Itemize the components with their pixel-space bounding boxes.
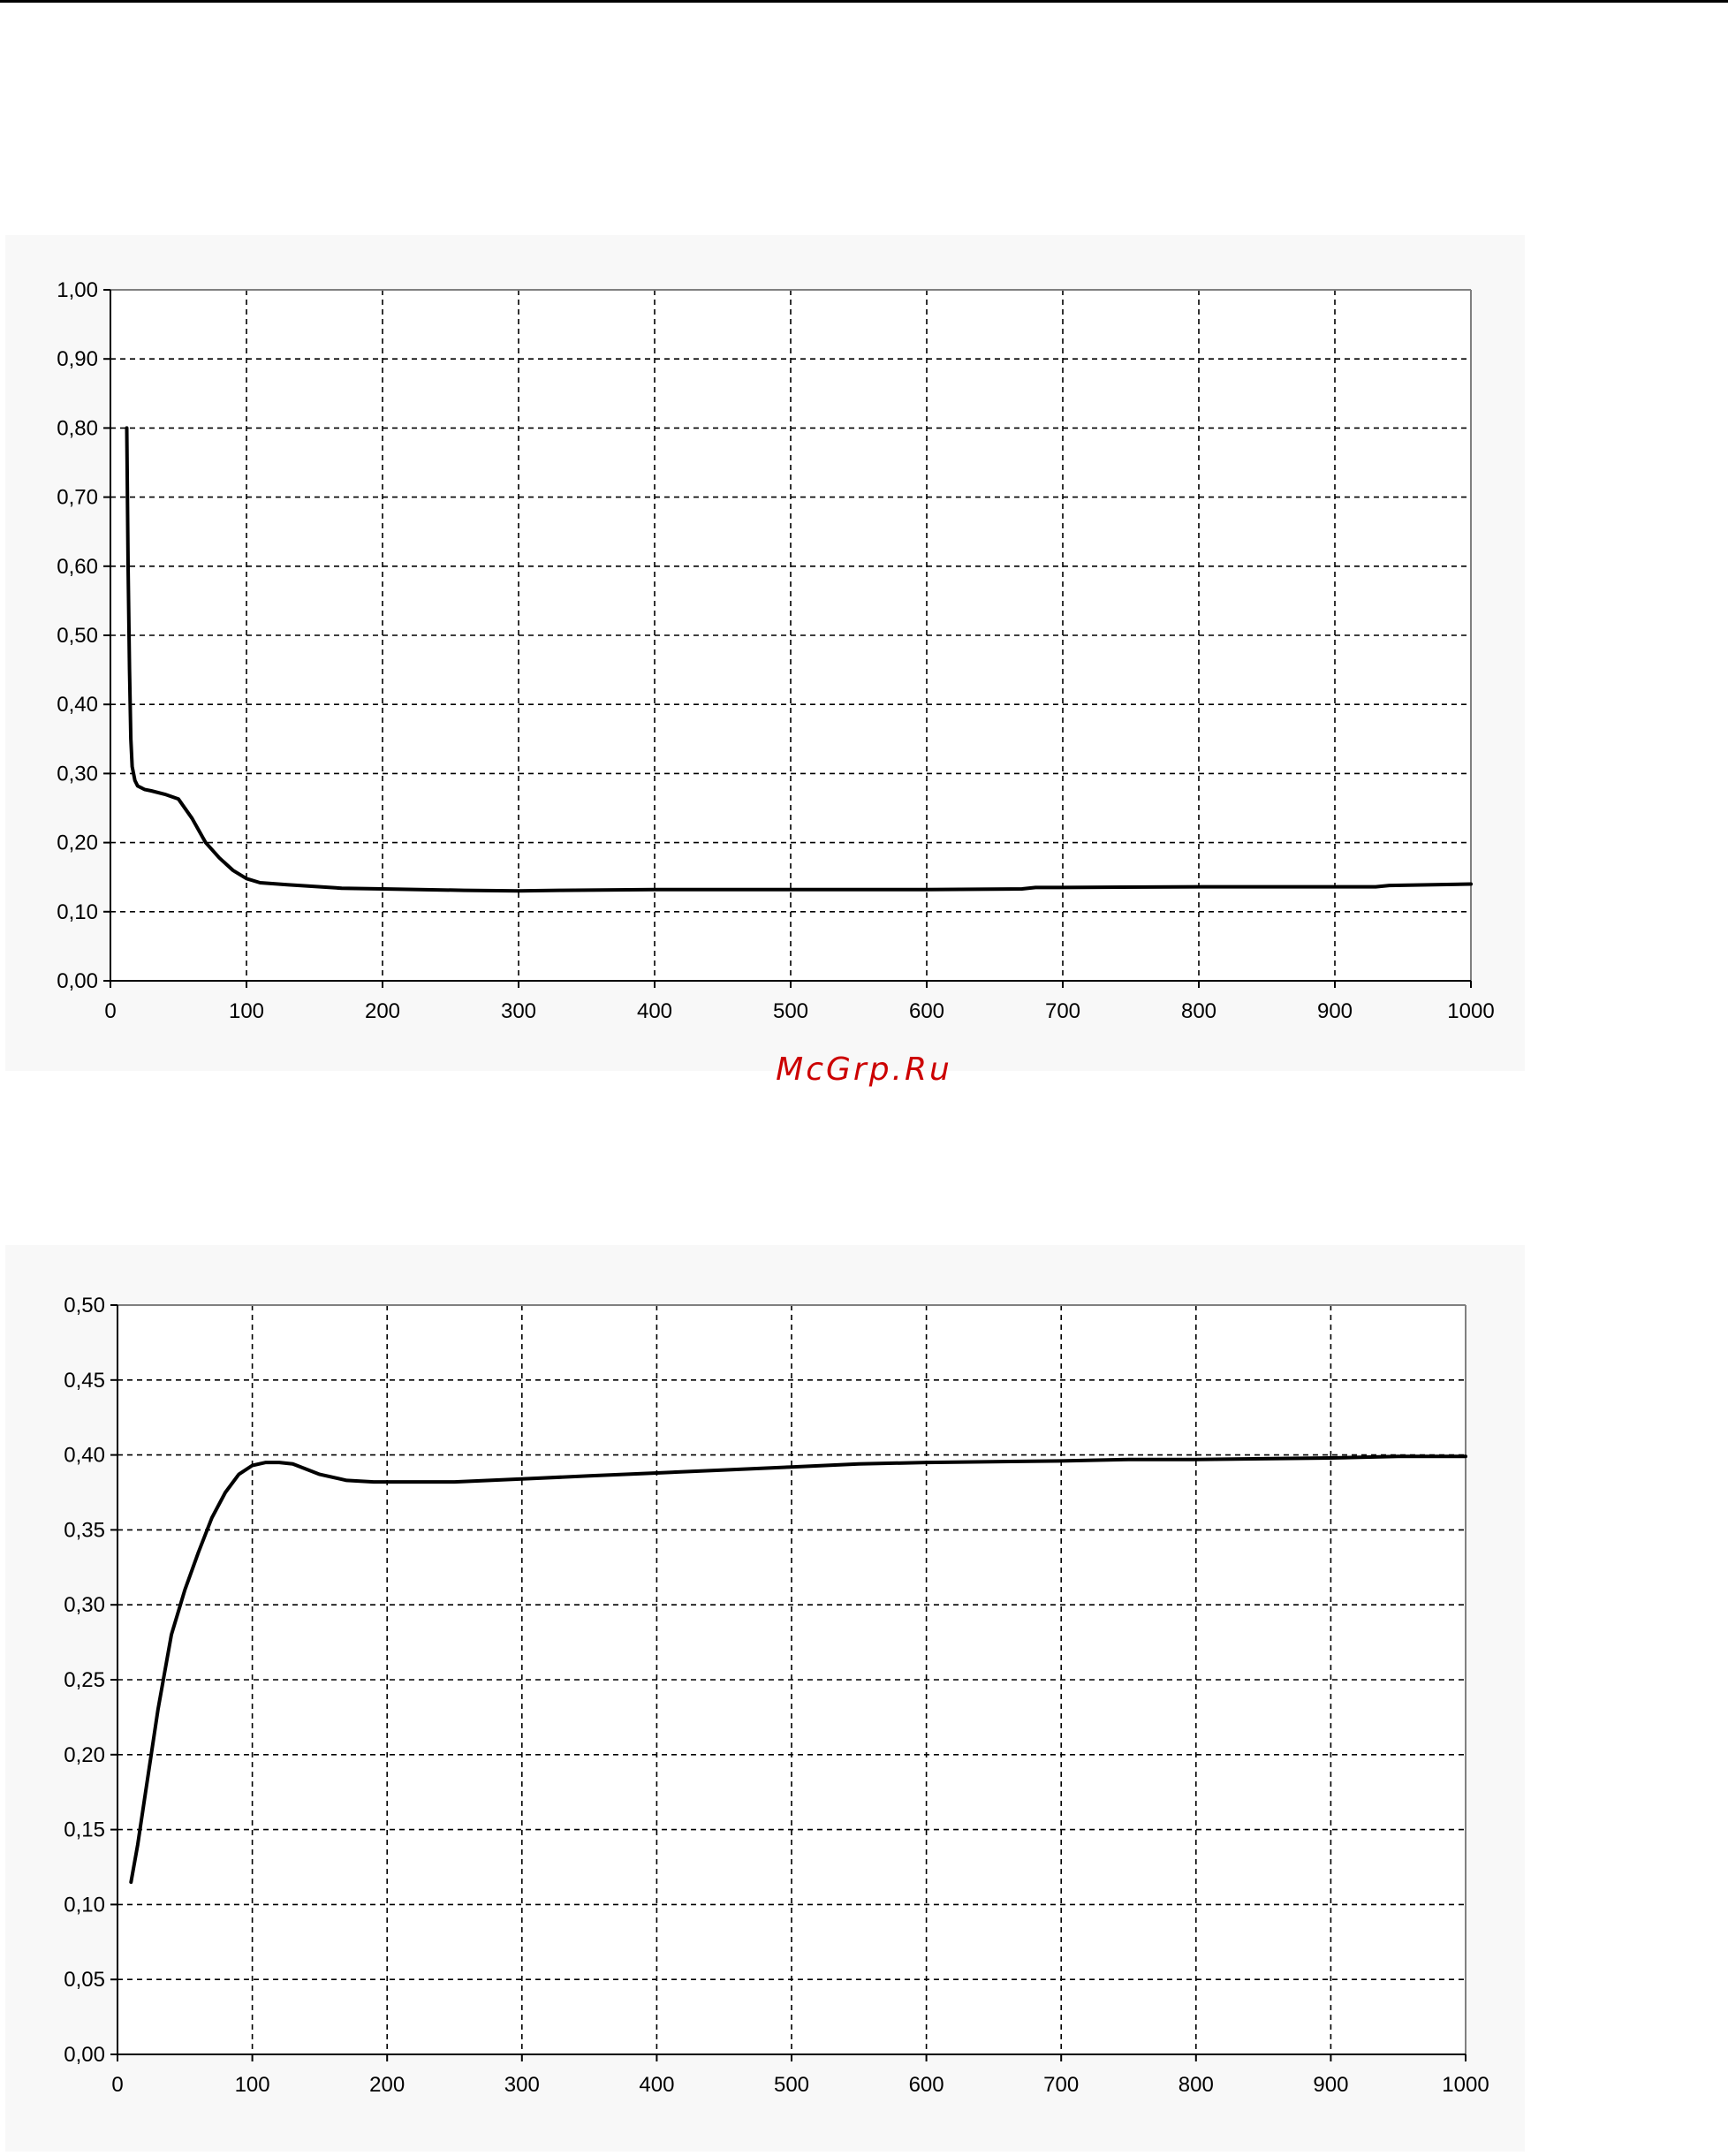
line-chart-2: 0 100 200 300 400 500 600 700 800 900 1000 0,00 0,05… — [0, 1241, 1728, 2156]
chart-1-y-tick-label: 0,80 — [57, 416, 98, 440]
chart-1-x-tick-label: 400 — [637, 999, 672, 1023]
chart-2-series-line-1 — [129, 1454, 1467, 1884]
chart-2-y-tick-label: 0,50 — [64, 1294, 105, 1317]
chart-2-x-tick-label: 300 — [504, 2073, 540, 2097]
chart-1-y-tick-label: 0,60 — [57, 555, 98, 579]
chart-2-x-tick-label: 500 — [774, 2073, 809, 2097]
chart-1-x-tick-label: 800 — [1181, 999, 1216, 1023]
chart-2-y-tick-label: 0,10 — [64, 1893, 105, 1917]
chart-1-x-tick-label: 700 — [1045, 999, 1080, 1023]
chart-2-y-tick-label: 0,30 — [64, 1593, 105, 1617]
chart-1-x-tick-label: 0 — [104, 999, 116, 1023]
chart-1-y-tick-label: 0,70 — [57, 486, 98, 510]
chart-2-x-tick-label: 900 — [1313, 2073, 1348, 2097]
line-chart-1: 0 100 200 300 400 500 600 700 800 900 1000 0,00 0,10… — [0, 232, 1728, 1075]
chart-2-y-tick-label: 0,15 — [64, 1818, 105, 1842]
chart-1-x-tick-label: 900 — [1317, 999, 1353, 1023]
chart-2-x-tick-label: 700 — [1043, 2073, 1079, 2097]
chart-2-y-tick-label: 0,05 — [64, 1968, 105, 1992]
chart-2-y-tick-label: 0,25 — [64, 1668, 105, 1692]
chart-1-x-tick-label: 600 — [909, 999, 944, 1023]
chart-1-y-tick-label: 0,50 — [57, 624, 98, 648]
chart-2-svg: 0 100 200 300 400 500 600 700 800 900 1000 0,00 0,05… — [5, 1245, 1525, 2152]
top-rule — [0, 0, 1728, 3]
chart-1-y-tick-label: 0,40 — [57, 693, 98, 717]
chart-2-x-tick-label: 600 — [909, 2073, 944, 2097]
chart-1-y-tick-label: 0,30 — [57, 762, 98, 786]
watermark-text: McGrp.Ru — [776, 1051, 952, 1088]
chart-1-y-tick-label: 0,90 — [57, 347, 98, 371]
chart-2-y-tick-label: 0,00 — [64, 2043, 105, 2067]
chart-2-x-tick-label: 100 — [235, 2073, 270, 2097]
chart-2-y-tick-label: 0,35 — [64, 1518, 105, 1542]
chart-1-x-tick-label: 100 — [229, 999, 264, 1023]
chart-1-y-tick-label: 0,10 — [57, 900, 98, 924]
chart-1-y-tick-label: 0,00 — [57, 969, 98, 993]
chart-1-svg: 0 100 200 300 400 500 600 700 800 900 1000 0,00 0,10… — [5, 235, 1525, 1071]
chart-2-x-tick-label: 800 — [1179, 2073, 1214, 2097]
chart-2-x-tick-label: 400 — [639, 2073, 674, 2097]
chart-2-x-tick-label: 1000 — [1442, 2073, 1489, 2097]
chart-1-series-line-1 — [125, 426, 1473, 893]
chart-2-x-tick-label: 0 — [111, 2073, 123, 2097]
chart-1-y-tick-label: 0,20 — [57, 831, 98, 855]
chart-1-x-tick-label: 200 — [365, 999, 400, 1023]
chart-2-y-tick-label: 0,20 — [64, 1743, 105, 1767]
chart-1-x-tick-label: 500 — [773, 999, 808, 1023]
chart-1-y-tick-label: 1,00 — [57, 278, 98, 302]
chart-1-x-tick-label: 1000 — [1447, 999, 1494, 1023]
chart-1-x-tick-label: 300 — [501, 999, 536, 1023]
chart-2-x-tick-label: 200 — [369, 2073, 405, 2097]
chart-2-y-tick-label: 0,40 — [64, 1444, 105, 1468]
chart-2-y-tick-label: 0,45 — [64, 1369, 105, 1393]
